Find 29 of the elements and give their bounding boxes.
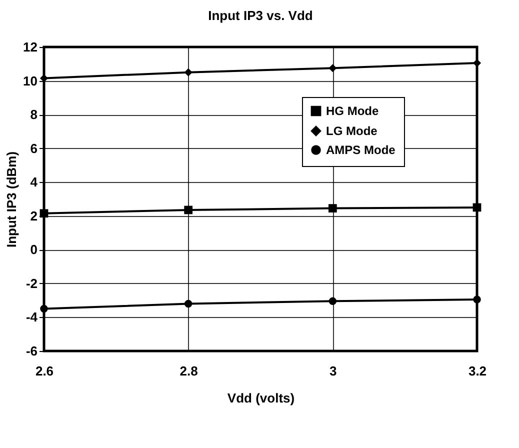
y-tick-label: -4 — [26, 310, 38, 325]
y-tick-label: 4 — [30, 174, 38, 190]
x-tick-label: 2.8 — [180, 364, 198, 378]
y-tick-label: -2 — [26, 276, 38, 291]
y-axis-title: Input IP3 (dBm) — [4, 151, 20, 248]
legend-label: HG Mode — [326, 104, 379, 118]
point — [184, 68, 192, 76]
y-tick-label: -6 — [26, 344, 38, 358]
y-tick-label: 6 — [30, 140, 38, 156]
point — [184, 206, 193, 214]
chart-title: Input IP3 vs. Vdd — [208, 8, 313, 23]
point — [328, 204, 337, 212]
legend-label: AMPS Mode — [326, 143, 396, 157]
y-tick-label: 0 — [30, 242, 38, 258]
point — [40, 304, 48, 313]
y-tick-label: 10 — [23, 73, 38, 88]
x-tick-label: 3 — [330, 364, 337, 378]
y-tick-label: 12 — [23, 40, 38, 54]
point — [184, 300, 192, 308]
x-axis-title: Vdd (volts) — [227, 390, 295, 406]
y-tick-label: 8 — [30, 107, 38, 122]
x-tick-label: 3.2 — [468, 364, 487, 378]
point — [328, 64, 337, 72]
point — [472, 203, 482, 212]
point — [328, 297, 337, 306]
x-tick-label: 2.6 — [35, 364, 54, 378]
legend-label: LG Mode — [326, 124, 378, 138]
point — [473, 296, 481, 304]
y-tick-label: 2 — [30, 208, 38, 224]
